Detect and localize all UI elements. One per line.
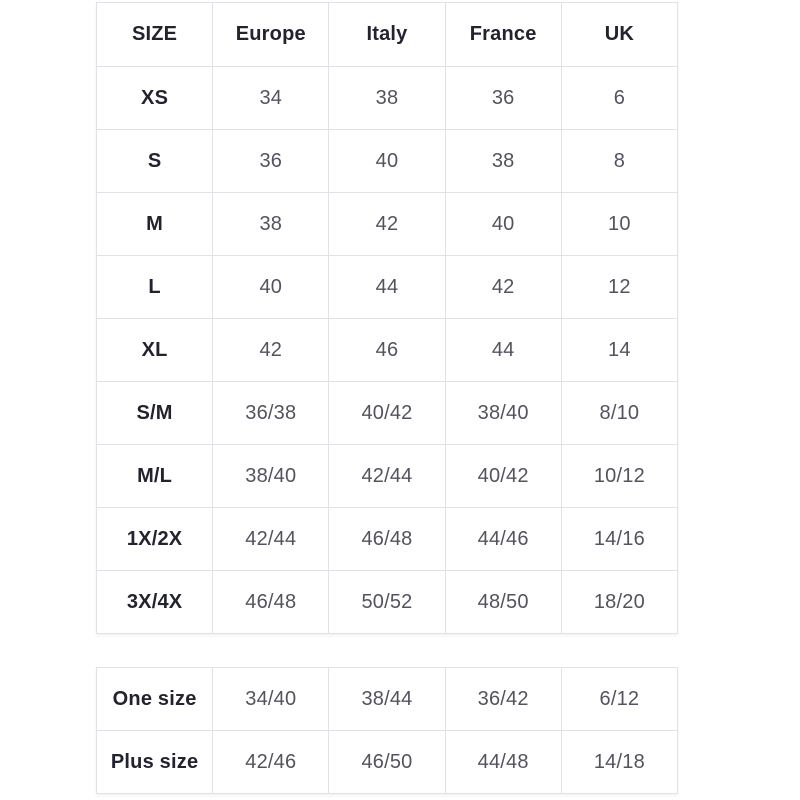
size-value: 14 [560, 318, 679, 382]
size-value: 38/40 [444, 381, 562, 445]
size-value: 10 [560, 192, 679, 256]
size-value: 8 [560, 129, 679, 193]
size-value: 42 [328, 192, 446, 256]
size-value: 34/40 [212, 667, 330, 731]
size-value: 14/18 [560, 730, 679, 794]
row-label: S/M [95, 381, 214, 445]
special-table-body: One size 34/40 38/44 36/42 6/12 Plus siz… [95, 667, 679, 794]
size-value: 46 [328, 318, 446, 382]
size-value: 36/42 [444, 667, 562, 731]
size-value: 42/46 [212, 730, 330, 794]
size-value: 40 [328, 129, 446, 193]
size-value: 38 [444, 129, 562, 193]
size-value: 42 [444, 255, 562, 319]
column-header-france: France [444, 2, 562, 67]
size-value: 40/42 [328, 381, 446, 445]
size-value: 50/52 [328, 570, 446, 634]
table-row-xs: XS 34 38 36 6 [95, 66, 679, 130]
row-label: L [95, 255, 214, 319]
size-value: 36 [444, 66, 562, 130]
row-label: XS [95, 66, 214, 130]
size-value: 42/44 [328, 444, 446, 508]
size-value: 46/48 [328, 507, 446, 571]
column-header-size: SIZE [95, 2, 214, 67]
row-label: M/L [95, 444, 214, 508]
size-value: 44/46 [444, 507, 562, 571]
size-value: 44 [328, 255, 446, 319]
size-value: 42 [212, 318, 330, 382]
size-value: 18/20 [560, 570, 679, 634]
size-value: 34 [212, 66, 330, 130]
size-value: 14/16 [560, 507, 679, 571]
column-header-europe: Europe [212, 2, 330, 67]
size-value: 38 [212, 192, 330, 256]
size-value: 42/44 [212, 507, 330, 571]
table-row-ml: M/L 38/40 42/44 40/42 10/12 [95, 444, 679, 508]
table-row-m: M 38 42 40 10 [95, 192, 679, 256]
row-label: 3X/4X [95, 570, 214, 634]
table-row-3x4x: 3X/4X 46/48 50/52 48/50 18/20 [95, 570, 679, 634]
size-value: 46/48 [212, 570, 330, 634]
header-row: SIZE Europe Italy France UK [95, 2, 679, 67]
size-value: 6/12 [560, 667, 679, 731]
size-value: 12 [560, 255, 679, 319]
row-label: One size [95, 667, 214, 731]
size-value: 40 [444, 192, 562, 256]
size-value: 44/48 [444, 730, 562, 794]
table-row-1x2x: 1X/2X 42/44 46/48 44/46 14/16 [95, 507, 679, 571]
size-value: 46/50 [328, 730, 446, 794]
row-label: 1X/2X [95, 507, 214, 571]
row-label: XL [95, 318, 214, 382]
column-header-italy: Italy [328, 2, 446, 67]
size-value: 40 [212, 255, 330, 319]
table-row-plus-size: Plus size 42/46 46/50 44/48 14/18 [95, 730, 679, 794]
size-value: 44 [444, 318, 562, 382]
size-value: 40/42 [444, 444, 562, 508]
size-table-header: SIZE Europe Italy France UK [95, 2, 679, 67]
size-value: 38/40 [212, 444, 330, 508]
table-row-sm: S/M 36/38 40/42 38/40 8/10 [95, 381, 679, 445]
size-value: 8/10 [560, 381, 679, 445]
special-sizes-table: One size 34/40 38/44 36/42 6/12 Plus siz… [95, 667, 679, 794]
size-value: 38 [328, 66, 446, 130]
size-value: 6 [560, 66, 679, 130]
table-row-xl: XL 42 46 44 14 [95, 318, 679, 382]
table-row-l: L 40 44 42 12 [95, 255, 679, 319]
size-value: 36 [212, 129, 330, 193]
size-value: 36/38 [212, 381, 330, 445]
row-label: Plus size [95, 730, 214, 794]
column-header-uk: UK [560, 2, 679, 67]
table-row-one-size: One size 34/40 38/44 36/42 6/12 [95, 667, 679, 731]
row-label: S [95, 129, 214, 193]
size-conversion-table: SIZE Europe Italy France UK XS 34 38 36 … [95, 2, 679, 634]
row-label: M [95, 192, 214, 256]
table-row-s: S 36 40 38 8 [95, 129, 679, 193]
size-value: 38/44 [328, 667, 446, 731]
size-value: 48/50 [444, 570, 562, 634]
size-value: 10/12 [560, 444, 679, 508]
size-table-body: XS 34 38 36 6 S 36 40 38 8 M 38 42 40 10 [95, 66, 679, 634]
